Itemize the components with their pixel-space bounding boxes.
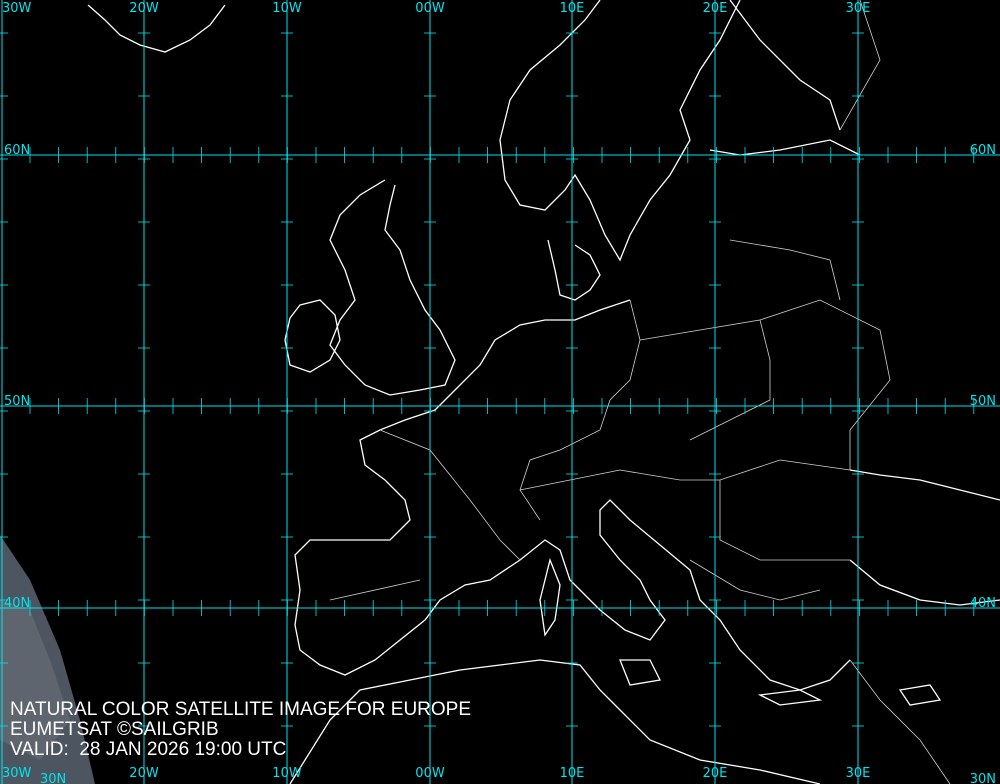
longitude-label: 20W xyxy=(129,1,159,16)
longitude-label: 10E xyxy=(560,766,585,781)
latitude-label: 50N xyxy=(970,394,996,409)
latitude-label: 30N xyxy=(970,772,996,784)
longitude-label: 10E xyxy=(560,1,585,16)
latitude-label: 40N xyxy=(4,596,30,611)
longitude-label: 30W xyxy=(2,766,32,781)
caption-title: NATURAL COLOR SATELLITE IMAGE FOR EUROPE xyxy=(10,699,472,720)
country-borders xyxy=(329,0,951,784)
longitude-label: 30E xyxy=(846,1,871,16)
longitude-label: 20E xyxy=(703,766,728,781)
latitude-label: 60N xyxy=(4,143,30,158)
longitude-label: 20W xyxy=(129,766,159,781)
longitude-label: 20E xyxy=(703,1,728,16)
caption-valid-time: VALID: 28 JAN 2026 19:00 UTC xyxy=(10,739,287,760)
longitude-label: 10W xyxy=(272,1,302,16)
longitude-label: 30E xyxy=(846,766,871,781)
longitude-label: 00W xyxy=(415,1,445,16)
latitude-label: 60N xyxy=(970,143,996,158)
longitude-label: 10W xyxy=(272,766,302,781)
satellite-imagery xyxy=(0,535,95,784)
coastlines xyxy=(87,0,1000,784)
latitude-label: 40N xyxy=(970,596,996,611)
latitude-label: 30N xyxy=(40,772,66,784)
image-caption: NATURAL COLOR SATELLITE IMAGE FOR EUROPE… xyxy=(10,700,471,760)
latitude-label: 50N xyxy=(4,394,30,409)
longitude-label: 00W xyxy=(415,766,445,781)
longitude-label: 30W xyxy=(2,1,32,16)
caption-credit: EUMETSAT ©SAILGRIB xyxy=(10,719,219,740)
